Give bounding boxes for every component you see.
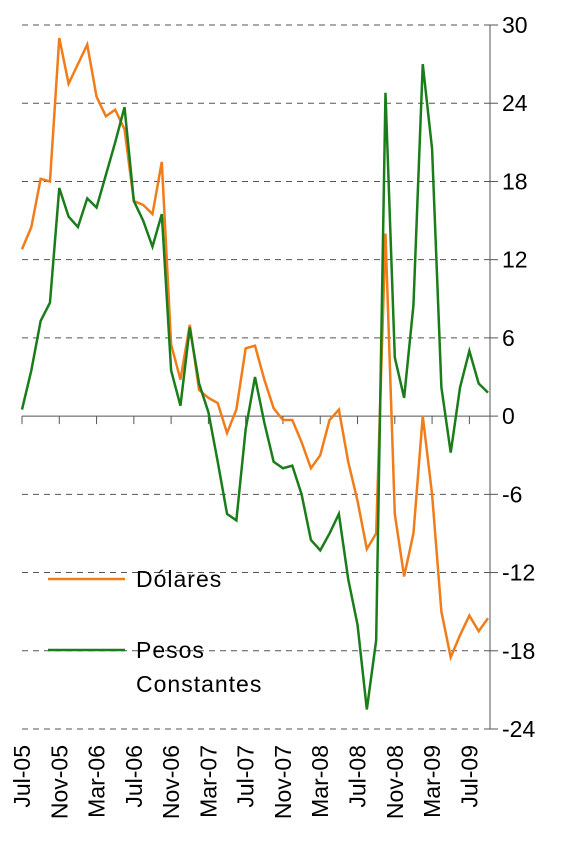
x-tick-label: Jul-09 — [456, 745, 482, 808]
y-tick-label: 30 — [502, 12, 528, 38]
x-tick-label: Nov-06 — [158, 745, 184, 819]
x-tick-label: Jul-07 — [233, 745, 259, 808]
x-tick-label: Mar-06 — [84, 745, 110, 818]
y-tick-label: 12 — [502, 247, 528, 273]
legend-label: Pesos Constantes — [136, 637, 263, 697]
series-line — [20, 63, 489, 710]
x-tick-label: Nov-05 — [46, 745, 72, 819]
y-tick-label: 18 — [502, 168, 528, 194]
y-tick-label: -12 — [502, 560, 535, 586]
x-tick-label: Jul-05 — [9, 745, 35, 808]
y-tick-label: -6 — [502, 481, 522, 507]
x-tick-label: Mar-08 — [307, 745, 333, 818]
x-tick-label: Mar-07 — [195, 745, 221, 818]
y-tick-label: 0 — [502, 403, 515, 429]
x-tick-label: Nov-08 — [382, 745, 408, 819]
x-tick-label: Jul-06 — [121, 745, 147, 808]
y-tick-label: 6 — [502, 325, 515, 351]
x-tick-label: Mar-09 — [419, 745, 445, 818]
legend-label: Dólares — [136, 566, 223, 592]
y-tick-label: -24 — [502, 716, 535, 742]
y-tick-label: -18 — [502, 638, 535, 664]
x-tick-label: Jul-08 — [345, 745, 371, 808]
series-line — [20, 37, 490, 662]
x-tick-label: Nov-07 — [270, 745, 296, 819]
y-tick-label: 24 — [502, 90, 528, 116]
